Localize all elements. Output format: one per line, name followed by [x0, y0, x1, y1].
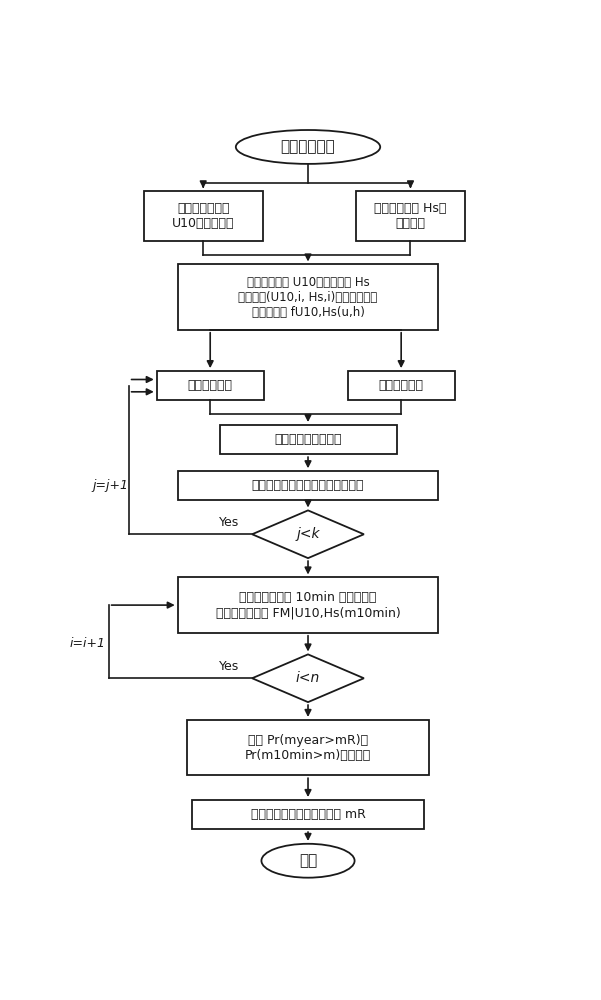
Text: 结束: 结束 [299, 853, 317, 868]
Text: i=i+1: i=i+1 [70, 637, 106, 650]
Text: 估计结构设计极限荷载效应 mR: 估计结构设计极限荷载效应 mR [251, 808, 365, 821]
Bar [178, 577, 438, 633]
Polygon shape [252, 654, 364, 702]
Text: 统计有效波高 Hs的
分布函数: 统计有效波高 Hs的 分布函数 [374, 202, 447, 230]
Text: 随机波浪模拟: 随机波浪模拟 [379, 379, 424, 392]
Text: j=j+1: j=j+1 [92, 479, 128, 492]
Text: 海洋环境资料: 海洋环境资料 [281, 139, 335, 154]
Bar [144, 191, 263, 241]
Bar [187, 720, 429, 775]
Bar [157, 371, 264, 400]
Text: 统计关键截面的 10min 动力荷载效
应极值分布函数 FM|U10,Hs(m10min): 统计关键截面的 10min 动力荷载效 应极值分布函数 FM|U10,Hs(m1… [216, 591, 400, 619]
Text: 确定脉动风速 U10和随机波浪 Hs
的模拟点(U10,i, Hs,i)，构建联合概
率密度函数 fU10,Hs(u,h): 确定脉动风速 U10和随机波浪 Hs 的模拟点(U10,i, Hs,i)，构建联… [239, 276, 377, 319]
Bar [178, 471, 438, 500]
Text: 统计年极值风速
U10的分布函数: 统计年极值风速 U10的分布函数 [172, 202, 234, 230]
Bar [219, 425, 397, 454]
Bar [178, 264, 438, 330]
Text: 完成大跨桥梁结构动力有限元计算: 完成大跨桥梁结构动力有限元计算 [252, 479, 364, 492]
Ellipse shape [236, 130, 380, 164]
Text: Yes: Yes [219, 516, 239, 529]
Text: i<n: i<n [296, 671, 320, 685]
Text: 脉动风速模拟: 脉动风速模拟 [188, 379, 233, 392]
Text: 建立 Pr(myear>mR)与
Pr(m10min>m)的关系式: 建立 Pr(myear>mR)与 Pr(m10min>m)的关系式 [245, 734, 371, 762]
Bar [356, 191, 465, 241]
Bar [347, 371, 455, 400]
Bar [192, 800, 424, 829]
Polygon shape [252, 510, 364, 558]
Text: Yes: Yes [219, 660, 239, 673]
Ellipse shape [261, 844, 355, 878]
Text: 转换为结构荷载时程: 转换为结构荷载时程 [274, 433, 342, 446]
Text: j<k: j<k [296, 527, 320, 541]
